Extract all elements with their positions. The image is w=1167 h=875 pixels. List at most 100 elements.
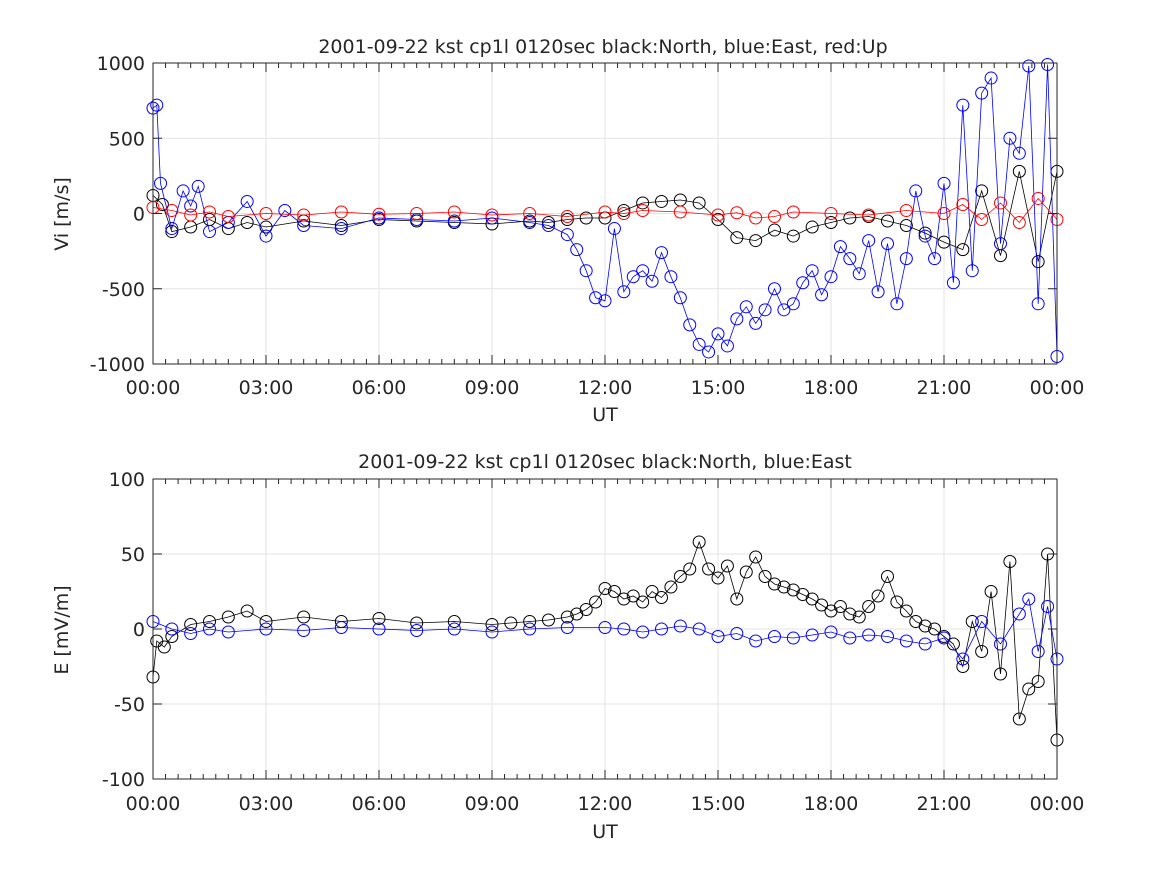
velocity-data-point <box>259 229 273 243</box>
velocity-data-point <box>598 205 612 219</box>
velocity-data-point <box>334 222 348 236</box>
efield-data-point <box>683 562 697 576</box>
velocity-data-point <box>1031 191 1045 205</box>
velocity-data-point <box>739 300 753 314</box>
efield-data-point <box>636 625 650 639</box>
efield-data-point <box>852 610 866 624</box>
efield-data-point <box>768 630 781 643</box>
efield-data-point <box>928 622 942 636</box>
velocity-data-point <box>956 243 970 257</box>
velocity-data-point <box>824 216 838 230</box>
efield-data-point <box>410 616 424 630</box>
velocity-data-point <box>165 225 179 239</box>
velocity-x-tick-label: 09:00 <box>465 377 520 399</box>
velocity-tick-marks <box>152 62 1058 365</box>
velocity-data-point <box>994 196 1007 210</box>
efield-data-point <box>673 619 687 633</box>
velocity-data-point <box>626 270 640 284</box>
velocity-data-point <box>664 270 678 284</box>
velocity-data-point <box>542 216 555 230</box>
efield-data-point <box>862 628 876 642</box>
velocity-data-point <box>485 208 499 222</box>
efield-data-point <box>334 621 348 634</box>
efield-data-point <box>664 580 678 594</box>
efield-data-point <box>297 610 311 624</box>
efield-data-point <box>259 622 273 636</box>
velocity-data-point <box>655 246 668 260</box>
velocity-data-point <box>598 294 612 308</box>
efield-data-point <box>297 624 311 637</box>
velocity-data-point <box>1031 297 1045 311</box>
velocity-x-tick-label: 12:00 <box>578 377 633 399</box>
efield-data-point <box>184 618 198 631</box>
velocity-data-point <box>184 199 198 213</box>
velocity-data-point <box>909 184 923 198</box>
efield-data-point <box>607 585 621 598</box>
velocity-data-point <box>154 176 168 190</box>
velocity-data-point <box>890 297 904 311</box>
efield-data-point <box>504 616 518 630</box>
velocity-data-point <box>881 237 894 251</box>
velocity-data-point <box>711 208 725 222</box>
efield-data-point <box>645 585 659 598</box>
efield-tick-marks <box>152 478 1058 780</box>
efield-data-point <box>1031 675 1045 688</box>
velocity-data-point <box>165 222 179 236</box>
efield-x-tick-label: 09:00 <box>465 793 520 815</box>
velocity-data-point <box>975 213 989 227</box>
velocity-data-point <box>937 207 951 220</box>
velocity-series-2 <box>146 191 1064 230</box>
velocity-data-point <box>191 179 205 193</box>
efield-y-axis-label: E [mV/m] <box>51 585 73 674</box>
velocity-x-tick-label: 00:00 <box>126 377 181 399</box>
efield-data-point <box>165 622 179 636</box>
efield-data-marks <box>146 535 1064 747</box>
efield-data-point <box>881 570 894 583</box>
efield-data-point <box>975 645 989 658</box>
velocity-data-point <box>899 219 913 233</box>
efield-data-point <box>1012 607 1026 621</box>
efield-data-point <box>447 622 461 636</box>
velocity-x-tick-label: 21:00 <box>917 377 972 399</box>
velocity-data-point <box>815 288 829 302</box>
velocity-data-point <box>824 207 838 220</box>
velocity-data-point <box>965 264 979 278</box>
velocity-data-point <box>730 206 744 220</box>
efield-data-point <box>485 618 499 631</box>
efield-data-point <box>956 652 970 666</box>
efield-series-line <box>152 540 1058 741</box>
velocity-data-point <box>871 285 885 299</box>
velocity-data-point <box>297 219 311 233</box>
velocity-data-point <box>560 210 574 224</box>
velocity-data-point <box>937 235 951 249</box>
efield-data-point <box>965 615 979 628</box>
velocity-data-point <box>636 203 650 217</box>
velocity-data-point <box>240 216 254 230</box>
velocity-data-point <box>607 222 621 236</box>
velocity-y-tick-label: -1000 <box>90 354 145 376</box>
velocity-x-axis-label: UT <box>592 404 618 426</box>
velocity-data-point <box>1012 146 1026 160</box>
efield-x-tick-label: 15:00 <box>691 793 746 815</box>
velocity-data-point <box>975 184 989 198</box>
velocity-chart-title: 2001-09-22 kst cp1l 0120sec black:North,… <box>318 36 887 58</box>
velocity-data-point <box>928 252 942 266</box>
efield-data-point <box>692 622 706 636</box>
efield-data-point <box>221 625 235 639</box>
velocity-data-point <box>956 197 970 211</box>
velocity-data-point <box>203 225 216 239</box>
efield-data-point <box>975 615 989 628</box>
efield-data-point <box>1003 555 1017 568</box>
efield-x-tick-label: 03:00 <box>239 793 294 815</box>
efield-data-point <box>720 559 734 573</box>
efield-x-tick-label: 06:00 <box>352 793 407 815</box>
efield-data-point <box>871 589 885 603</box>
efield-data-point <box>730 627 744 640</box>
efield-data-point <box>815 598 829 612</box>
efield-data-point <box>523 615 537 628</box>
efield-data-point <box>918 637 932 651</box>
velocity-data-point <box>617 207 631 220</box>
velocity-data-point <box>805 220 819 234</box>
velocity-data-point <box>994 237 1007 251</box>
velocity-data-point <box>692 196 706 210</box>
